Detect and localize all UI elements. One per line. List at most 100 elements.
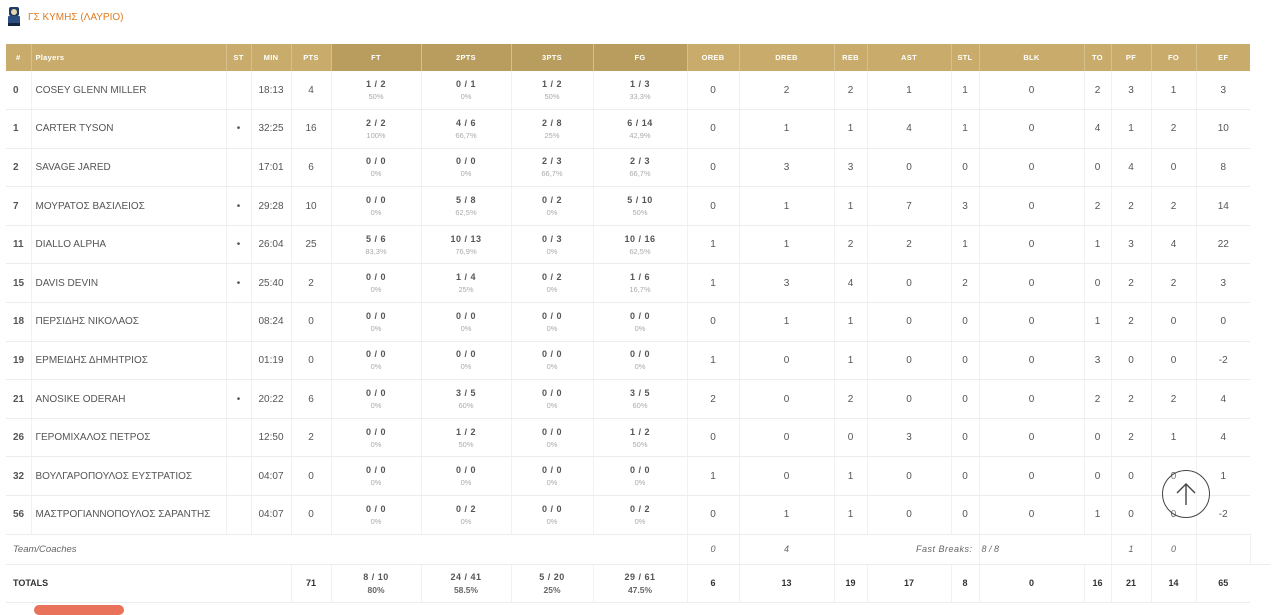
column-header-num[interactable]: # (6, 44, 31, 71)
boxscore-table: # Players ST MIN PTS FT 2PTS 3PTS FG OREB DREB REB A… (6, 44, 1270, 603)
ef-cell: 3 (1195, 263, 1250, 304)
pf-cell: 2 (1110, 379, 1151, 419)
points-cell: 2 (290, 418, 331, 458)
player-name-link[interactable]: DAVIS DEVIN (30, 263, 226, 304)
starter-marker: • (225, 263, 251, 304)
player-row[interactable]: 15 DAVIS DEVIN • 25:40 2 0 / 0 0% 1 / 4 25% 0 / 2… (6, 263, 1270, 304)
made-attempted: 3 / 5 (455, 388, 476, 399)
column-header-pts[interactable]: PTS (290, 44, 331, 71)
column-header-ft[interactable]: FT (330, 44, 421, 71)
player-name-link[interactable]: DIALLO ALPHA (30, 225, 226, 265)
percentage: 0% (546, 246, 558, 256)
pf-cell: 2 (1110, 302, 1151, 342)
scroll-to-top-button[interactable] (1162, 470, 1210, 518)
made-attempted: 8 / 10 (363, 571, 389, 582)
shot-cell: 0 / 0 0% (592, 456, 687, 497)
player-name-link[interactable]: COSEY GLENN MILLER (30, 71, 226, 111)
player-name-link[interactable]: SAVAGE JARED (30, 148, 226, 188)
reb-cell: 4 (833, 263, 867, 304)
ast-cell: 4 (866, 109, 951, 149)
player-row[interactable]: 0 COSEY GLENN MILLER 18:13 4 1 / 2 50% 0 / 1 0%… (6, 71, 1270, 111)
player-row[interactable]: 32 ΒΟΥΛΓΑΡΟΠΟΥΛΟΣ ΕΥΣΤΡΑΤΙΟΣ 04:07 0 0 / 0 0%… (6, 456, 1270, 497)
player-name-link[interactable]: ANOSIKE ODERAH (30, 379, 226, 419)
shot-cell: 0 / 0 0% (330, 302, 421, 342)
fo-cell: 1 (1150, 71, 1196, 111)
made-attempted: 10 / 16 (624, 233, 656, 244)
shot-cell: 5 / 8 62,5% (420, 186, 511, 226)
player-row[interactable]: 2 SAVAGE JARED 17:01 6 0 / 0 0% 0 / 0 0% 2 / 3 66… (6, 148, 1270, 188)
player-row[interactable]: 11 DIALLO ALPHA • 26:04 25 5 / 6 83,3% 10 / 13 7… (6, 225, 1270, 265)
player-row[interactable]: 19 ΕΡΜΕΙΔΗΣ ΔΗΜΗΤΡΙΟΣ 01:19 0 0 / 0 0% 0 / 0 0%… (6, 341, 1270, 381)
player-row[interactable]: 1 CARTER TYSON • 32:25 16 2 / 2 100% 4 / 6 66,7%… (6, 109, 1270, 149)
column-header-fg[interactable]: FG (592, 44, 687, 71)
player-name-link[interactable]: ΠΕΡΣΙΔΗΣ ΝΙΚΟΛΑΟΣ (30, 302, 226, 342)
player-row[interactable]: 26 ΓΕΡΟΜΙΧΑΛΟΣ ΠΕΤΡΟΣ 12:50 2 0 / 0 0% 1 / 2 50… (6, 418, 1270, 458)
percentage: 83,3% (365, 246, 387, 256)
percentage: 0% (460, 516, 472, 526)
reb-cell: 1 (833, 495, 867, 535)
percentage: 0% (546, 439, 558, 449)
fo-cell: 0 (1150, 148, 1196, 188)
column-header-pf[interactable]: PF (1110, 44, 1151, 71)
oreb-cell: 0 (686, 186, 739, 226)
column-header-blk[interactable]: BLK (978, 44, 1084, 71)
made-attempted: 0 / 0 (455, 310, 476, 321)
percentage: 0% (460, 169, 472, 179)
totals-label: TOTALS (6, 564, 291, 603)
column-header-to[interactable]: TO (1083, 44, 1111, 71)
column-header-ast[interactable]: AST (866, 44, 951, 71)
column-header-st[interactable]: ST (225, 44, 251, 71)
shot-cell: 10 / 13 76,9% (420, 225, 511, 265)
stl-cell: 1 (950, 225, 979, 265)
player-row[interactable]: 18 ΠΕΡΣΙΔΗΣ ΝΙΚΟΛΑΟΣ 08:24 0 0 / 0 0% 0 / 0 0% 0… (6, 302, 1270, 342)
oreb-cell: 1 (686, 341, 739, 381)
player-name-link[interactable]: ΜΑΣΤΡΟΓΙΑΝΝΟΠΟΥΛΟΣ ΣΑΡΑΝΤΗΣ (30, 495, 226, 535)
to-cell: 3 (1083, 341, 1111, 381)
player-name-link[interactable]: ΒΟΥΛΓΑΡΟΠΟΥΛΟΣ ΕΥΣΤΡΑΤΙΟΣ (30, 456, 226, 497)
percentage: 0% (370, 169, 382, 179)
column-header-dreb[interactable]: DREB (738, 44, 834, 71)
player-row[interactable]: 56 ΜΑΣΤΡΟΓΙΑΝΝΟΠΟΥΛΟΣ ΣΑΡΑΝΤΗΣ 04:07 0 0 / 0… (6, 495, 1270, 535)
shot-cell: 2 / 8 25% (510, 109, 593, 149)
column-header-stl[interactable]: STL (950, 44, 979, 71)
starter-marker: • (225, 225, 251, 265)
column-header-ef[interactable]: EF (1195, 44, 1250, 71)
bottom-button[interactable] (34, 605, 124, 615)
ef-cell: 22 (1195, 225, 1250, 265)
stl-cell: 0 (950, 148, 979, 188)
to-cell: 1 (1083, 225, 1111, 265)
player-name-link[interactable]: ΜΟΥΡΑΤΟΣ ΒΑΣΙΛΕΙΟΣ (30, 186, 226, 226)
player-name-link[interactable]: CARTER TYSON (30, 109, 226, 149)
jersey-number: 21 (6, 379, 31, 419)
dreb-cell: 0 (738, 341, 834, 381)
column-header-min[interactable]: MIN (250, 44, 291, 71)
totals-dreb-cell: 13 (738, 564, 834, 603)
starter-marker (225, 495, 251, 535)
column-header-fo[interactable]: FO (1150, 44, 1196, 71)
column-header-reb[interactable]: REB (833, 44, 867, 71)
to-cell: 0 (1083, 148, 1111, 188)
totals-ast-cell: 17 (866, 564, 951, 603)
minutes-cell: 04:07 (250, 456, 291, 497)
column-header-oreb[interactable]: OREB (686, 44, 739, 71)
made-attempted: 0 / 0 (541, 426, 562, 437)
shot-cell: 0 / 0 0% (510, 302, 593, 342)
totals-to-cell: 16 (1083, 564, 1111, 603)
player-name-link[interactable]: ΕΡΜΕΙΔΗΣ ΔΗΜΗΤΡΙΟΣ (30, 341, 226, 381)
blk-cell: 0 (978, 341, 1084, 381)
column-header-2pts[interactable]: 2PTS (420, 44, 511, 71)
percentage: 66,7% (629, 169, 651, 179)
totals-reb-cell: 19 (833, 564, 867, 603)
totals-fo-cell: 14 (1150, 564, 1196, 603)
shot-cell: 0 / 0 0% (592, 341, 687, 381)
column-header-3pts[interactable]: 3PTS (510, 44, 593, 71)
ast-cell: 2 (866, 225, 951, 265)
team-name-link[interactable]: ΓΣ ΚΥΜΗΣ (ΛΑΥΡΙΟ) (28, 11, 124, 23)
column-header-players[interactable]: Players (30, 44, 226, 71)
player-name-link[interactable]: ΓΕΡΟΜΙΧΑΛΟΣ ΠΕΤΡΟΣ (30, 418, 226, 458)
points-cell: 6 (290, 379, 331, 419)
percentage: 60% (632, 401, 648, 411)
player-row[interactable]: 21 ANOSIKE ODERAH • 20:22 6 0 / 0 0% 3 / 5 60% 0 … (6, 379, 1270, 419)
starter-marker: • (225, 379, 251, 419)
